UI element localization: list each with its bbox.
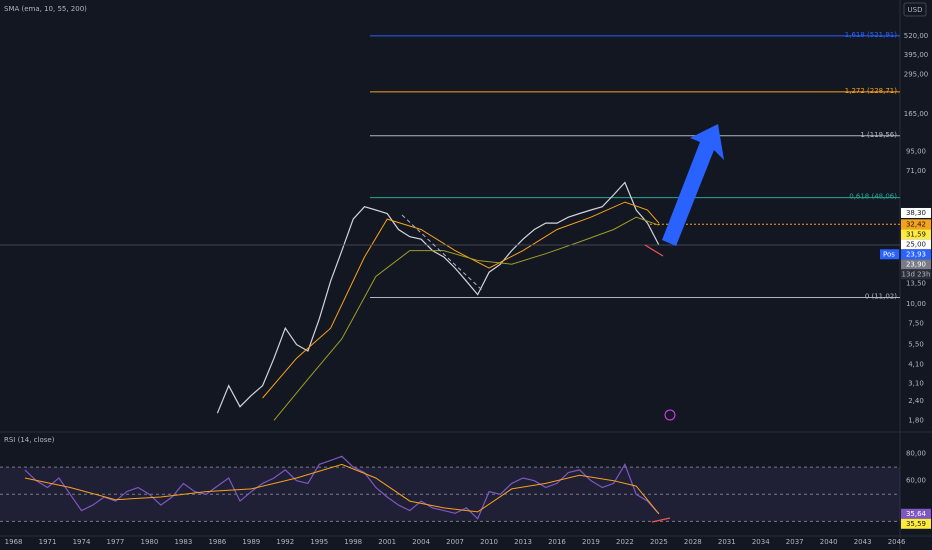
countdown: 13d 23h bbox=[902, 270, 931, 278]
y-tick-label: 4,10 bbox=[908, 360, 924, 368]
fib-label: 0 (11,02) bbox=[865, 292, 897, 300]
x-tick-label: 2010 bbox=[480, 538, 498, 546]
price-badge-label: 38,30 bbox=[906, 209, 926, 217]
y-tick-label: 60,00 bbox=[906, 477, 926, 485]
fib-label: 1,618 (521,91) bbox=[845, 31, 897, 39]
series-line bbox=[24, 455, 660, 520]
x-tick-label: 1983 bbox=[174, 538, 192, 546]
x-tick-label: 2025 bbox=[650, 538, 668, 546]
price-badge-label: 31,59 bbox=[906, 230, 926, 238]
x-tick-label: 1986 bbox=[208, 538, 226, 546]
fib-label: 0,618 (48,06) bbox=[849, 193, 897, 201]
fib-label: 1,272 (228,71) bbox=[845, 87, 897, 95]
y-tick-label: 95,00 bbox=[906, 147, 926, 155]
y-tick-label: 395,00 bbox=[904, 51, 929, 59]
x-tick-label: 2019 bbox=[582, 538, 600, 546]
y-tick-label: 7,50 bbox=[908, 320, 924, 328]
x-tick-label: 2007 bbox=[446, 538, 464, 546]
x-tick-label: 1977 bbox=[107, 538, 125, 546]
price-badge bbox=[901, 508, 931, 519]
series-line bbox=[216, 181, 660, 414]
x-tick-label: 2004 bbox=[412, 538, 430, 546]
countdown-box bbox=[901, 269, 931, 280]
fib-label: 1 (119,56) bbox=[860, 131, 897, 139]
y-tick-label: 2,40 bbox=[908, 397, 924, 405]
y-tick-label: 80,00 bbox=[906, 450, 926, 458]
plot-layer: 1968 1971 1974 1977 1980 1983 1986 1989 1992 1995… bbox=[0, 31, 931, 546]
indicator-title: SMA (ema, 10, 55, 200) bbox=[4, 5, 87, 13]
series-line bbox=[24, 463, 660, 515]
x-tick-label: 2028 bbox=[684, 538, 702, 546]
y-tick-label: 1,80 bbox=[908, 416, 924, 424]
x-tick-label: 1989 bbox=[242, 538, 260, 546]
x-tick-label: 1998 bbox=[344, 538, 362, 546]
rsi-title: RSI (14, close) bbox=[4, 436, 55, 444]
x-tick-label: 1974 bbox=[73, 538, 91, 546]
x-tick-label: 2022 bbox=[616, 538, 634, 546]
x-tick-label: 2013 bbox=[514, 538, 532, 546]
series-line bbox=[273, 216, 660, 421]
divergence-line bbox=[651, 517, 671, 523]
price-badge-label: 35,59 bbox=[906, 520, 926, 528]
price-badge bbox=[901, 219, 931, 230]
x-tick-label: 1992 bbox=[276, 538, 294, 546]
price-badge bbox=[901, 239, 931, 250]
x-tick-label: 1980 bbox=[141, 538, 159, 546]
y-tick-label: 295,00 bbox=[904, 71, 929, 79]
price-badge bbox=[901, 207, 931, 218]
y-tick-label: 10,00 bbox=[906, 300, 926, 308]
price-badge bbox=[901, 259, 931, 270]
price-badge bbox=[901, 229, 931, 240]
y-tick-label: 520,00 bbox=[904, 32, 929, 40]
position-tag bbox=[880, 249, 899, 260]
y-tick-label: 13,50 bbox=[906, 280, 926, 288]
price-badge-label: 32,42 bbox=[906, 220, 926, 228]
x-tick-label: 2040 bbox=[820, 538, 838, 546]
price-badge-label: 23,90 bbox=[906, 260, 926, 268]
x-tick-label: 1995 bbox=[310, 538, 328, 546]
x-tick-label: 2034 bbox=[752, 538, 770, 546]
x-tick-label: 2031 bbox=[718, 538, 736, 546]
price-badge-label: 35,64 bbox=[906, 510, 927, 518]
trend-line bbox=[401, 214, 483, 291]
divergence-line bbox=[644, 244, 664, 257]
price-badge-label: 25,00 bbox=[906, 240, 926, 248]
x-tick-label: 2037 bbox=[786, 538, 804, 546]
x-tick-label: 2016 bbox=[548, 538, 566, 546]
y-tick-label: 3,10 bbox=[908, 379, 924, 387]
x-tick-label: 2046 bbox=[888, 538, 906, 546]
event-icon bbox=[664, 409, 676, 421]
price-badge bbox=[901, 518, 931, 529]
y-tick-label: 71,00 bbox=[906, 167, 926, 175]
x-tick-label: 2001 bbox=[378, 538, 396, 546]
price-badge-label: 23,93 bbox=[906, 250, 926, 258]
projection-arrow bbox=[662, 124, 724, 246]
currency: USD bbox=[908, 6, 923, 14]
x-tick-label: 1968 bbox=[5, 538, 23, 546]
y-tick-label: 5,50 bbox=[908, 341, 924, 349]
x-tick-label: 1971 bbox=[39, 538, 57, 546]
price-badge bbox=[901, 249, 931, 260]
x-tick-label: 2043 bbox=[854, 538, 872, 546]
currency-box bbox=[903, 2, 927, 17]
position-tag-label: Pos bbox=[883, 250, 895, 258]
y-tick-label: 165,00 bbox=[904, 110, 929, 118]
